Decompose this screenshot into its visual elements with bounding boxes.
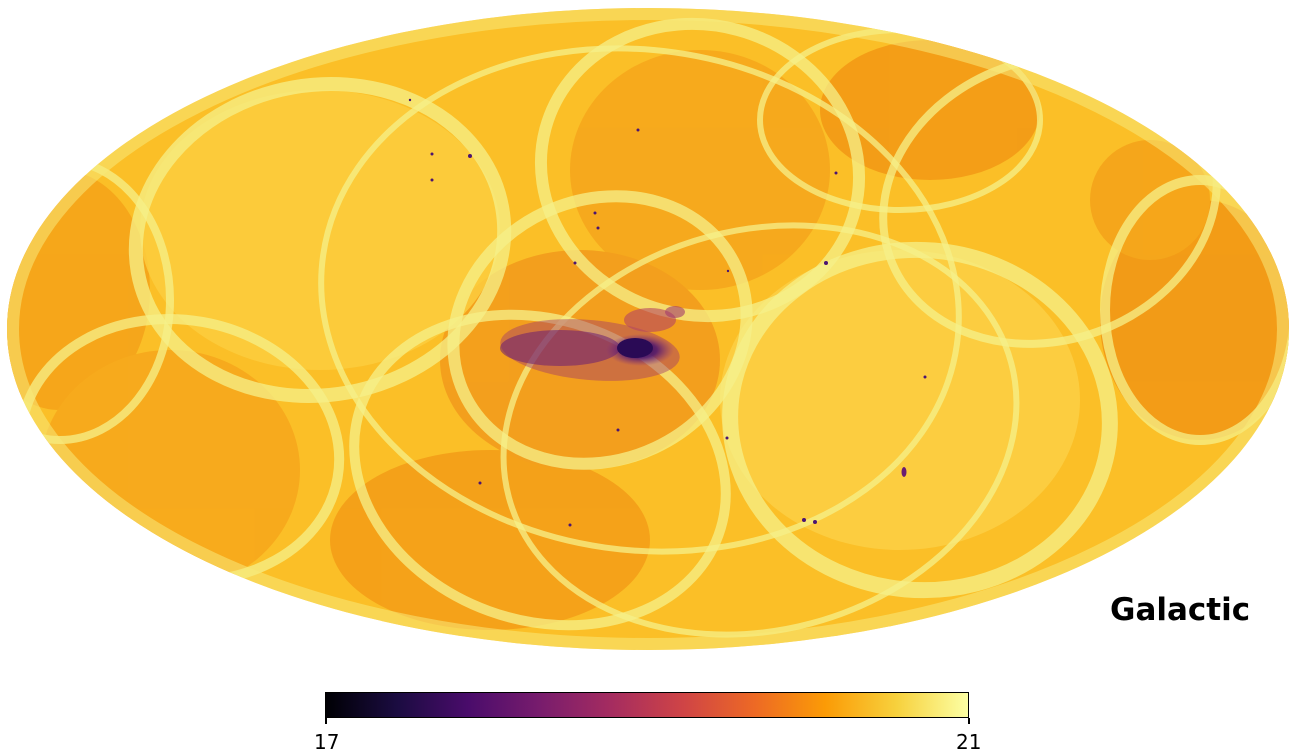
colorbar-max-tick <box>968 718 970 724</box>
coordinate-system-label: Galactic <box>1110 592 1251 628</box>
bright-rim <box>7 8 1289 650</box>
mollweide-sky-map <box>7 8 1289 650</box>
colorbar-max-label: 21 <box>956 730 982 754</box>
colorbar-min-label: 17 <box>314 730 340 754</box>
point-sources <box>408 98 927 527</box>
lighter-regions <box>140 90 1080 550</box>
colorbar-min-tick <box>325 718 327 724</box>
darker-regions <box>7 40 1289 630</box>
deep-feature-region <box>500 306 685 381</box>
colorbar <box>325 692 969 718</box>
